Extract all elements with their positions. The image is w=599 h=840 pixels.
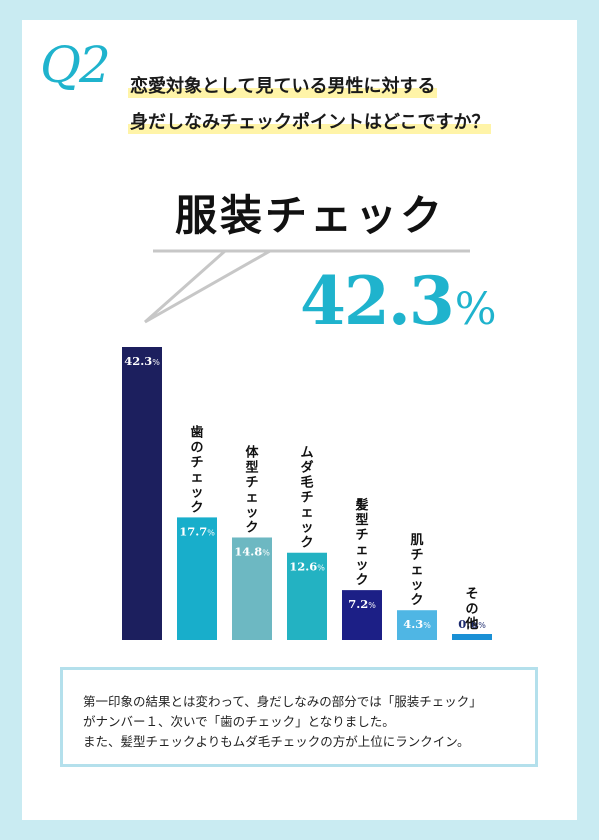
top-answer-unit: % [454,284,497,335]
bar [232,537,272,640]
bar [342,590,382,640]
bar-value-label: 12.6% [289,560,325,574]
summary-line-1: 第一印象の結果とは変わって、身だしなみの部分では「服装チェック」 [83,694,482,709]
summary-line-3: また、髪型チェックよりもムダ毛チェックの方が上位にランクイン。 [83,734,470,749]
question-number: Q2 [40,36,111,94]
bar-value-label: 17.7% [179,524,215,538]
bar [122,347,162,640]
top-answer-percentage: 42.3% [300,268,497,335]
bar-value-label: 42.3% [124,354,160,368]
bar-category-label: ムダ毛チェック [300,446,313,551]
bar [452,634,492,640]
bar [397,610,437,640]
question-line-1: 恋愛対象として見ている男性に対する [128,76,438,98]
bar-value-label: 7.2% [348,597,376,611]
summary-box: 第一印象の結果とは変わって、身だしなみの部分では「服装チェック」 がナンバー１、… [60,667,538,767]
bar-category-label: その他 [464,587,478,632]
summary-line-2: がナンバー１、次いで「歯のチェック」となりました。 [83,714,395,729]
bar-value-label: 4.3% [403,617,431,631]
bar [177,517,217,640]
bar-category-label: 体型チェック [245,444,259,535]
bar-category-label: 肌チェック [410,533,423,608]
bar-category-label: 髪型チェック [354,497,368,588]
bar [287,552,327,640]
bar-category-label: 歯のチェック [190,424,203,515]
bar-value-label: 14.8% [234,544,270,558]
top-answer-headline: 服装チェック [174,191,445,240]
top-answer-value: 42.3 [300,262,455,340]
question-line-2: 身だしなみチェックポイントはどこですか？ [128,112,492,134]
bar-value-label: 0.6% [458,617,486,631]
